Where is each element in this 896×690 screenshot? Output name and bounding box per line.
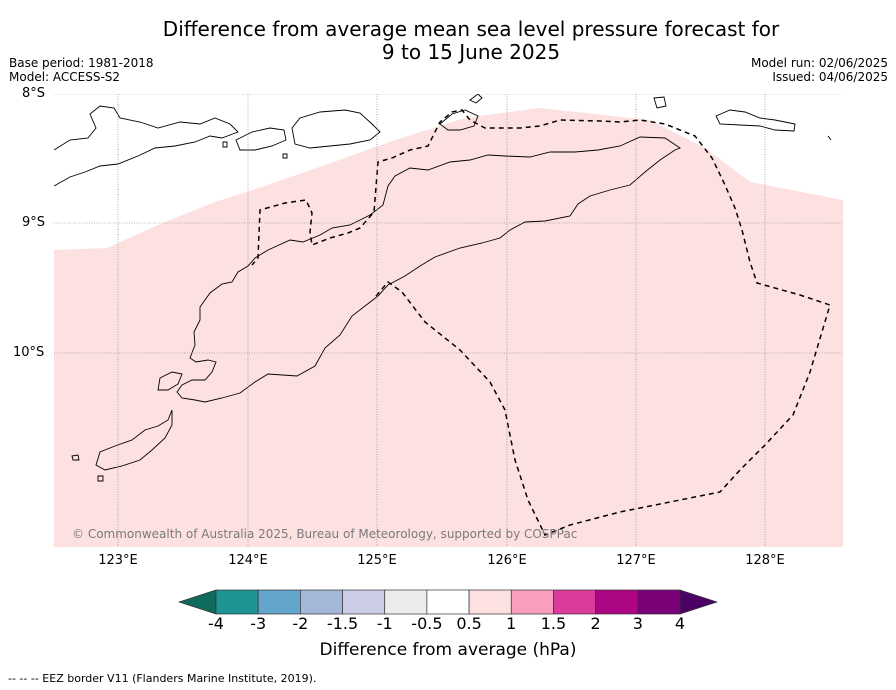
small-island-8 <box>222 141 228 148</box>
lat-label-9s: 9°S <box>22 215 46 230</box>
small-island-2 <box>715 109 796 132</box>
map-title: Difference from average mean sea level p… <box>0 18 896 64</box>
colorbar-bin <box>215 589 259 615</box>
colorbar-tick-label: -1.5 <box>326 614 359 633</box>
colorbar-bin <box>510 589 554 615</box>
colorbar-bin <box>384 589 428 615</box>
colorbar-bin <box>257 589 301 615</box>
colorbar-extend-low <box>177 589 217 615</box>
model-run-date: Model run: 02/06/2025 <box>750 56 888 70</box>
colorbar-tick-label: 4 <box>674 614 686 633</box>
eez-footnote: -- -- -- EEZ border V11 (Flanders Marine… <box>8 672 317 685</box>
colorbar-bin <box>342 589 386 615</box>
wetar-coastline <box>291 109 381 149</box>
colorbar-bin <box>595 589 639 615</box>
lon-label-128e: 128°E <box>745 553 785 568</box>
colorbar-bin <box>426 589 470 615</box>
metadata-right: Model run: 02/06/2025 Issued: 04/06/2025 <box>751 56 888 84</box>
colorbar-tick-label: 2 <box>590 614 601 633</box>
lon-label-123e: 123°E <box>98 553 138 568</box>
title-line-1: Difference from average mean sea level p… <box>162 17 780 41</box>
colorbar-tick-label: -2 <box>292 614 309 633</box>
metadata-left: Base period: 1981-2018 Model: ACCESS-S2 <box>9 56 154 84</box>
timor-island-coastline <box>176 136 681 403</box>
colorbar-tick-label: -3 <box>250 614 267 633</box>
eez-border-timor-leste <box>251 109 831 536</box>
lon-label-126e: 126°E <box>487 553 527 568</box>
lat-label-8s: 8°S <box>22 86 46 101</box>
colorbar <box>177 589 719 615</box>
lon-label-125e: 125°E <box>357 553 397 568</box>
anomaly-region-0-5-to-1 <box>54 108 843 547</box>
colorbar-extend-high <box>679 589 719 615</box>
model-name: Model: ACCESS-S2 <box>9 70 121 84</box>
small-island-6 <box>97 475 104 482</box>
small-island-7 <box>827 135 832 141</box>
lat-label-10s: 10°S <box>13 345 45 360</box>
small-island-9 <box>282 153 288 159</box>
flores-coastline <box>54 105 239 187</box>
rote-coastline <box>95 409 173 471</box>
copyright-notice: © Commonwealth of Australia 2025, Bureau… <box>72 527 578 541</box>
colorbar-bin <box>553 589 596 615</box>
small-island-5 <box>71 454 80 461</box>
colorbar-bin <box>637 589 681 615</box>
title-line-2: 9 to 15 June 2025 <box>381 40 561 64</box>
colorbar-tick-label: 1 <box>506 614 517 633</box>
semau-coastline <box>157 371 183 391</box>
colorbar-tick-label: 1.5 <box>540 614 567 633</box>
colorbar-bin <box>468 589 512 615</box>
lon-label-127e: 127°E <box>616 553 656 568</box>
base-period: Base period: 1981-2018 <box>9 56 154 70</box>
colorbar-tick-label: -4 <box>208 614 224 633</box>
lon-label-124e: 124°E <box>228 553 268 568</box>
coastlines <box>54 94 832 482</box>
small-island-3 <box>439 109 479 131</box>
colorbar-tick-label: -0.5 <box>411 614 443 633</box>
alor-coastline <box>235 127 287 151</box>
colorbar-tick-label: -1 <box>376 614 393 633</box>
small-island-4 <box>469 94 483 104</box>
colorbar-title: Difference from average (hPa) <box>319 640 577 660</box>
issued-date: Issued: 04/06/2025 <box>772 70 888 84</box>
eez-borders <box>251 109 831 536</box>
colorbar-tick-label: 0.5 <box>456 614 482 633</box>
graticule <box>54 94 843 547</box>
colorbar-tick-label: 3 <box>632 614 643 633</box>
colorbar-bin <box>300 589 343 615</box>
small-island-1 <box>653 96 667 109</box>
